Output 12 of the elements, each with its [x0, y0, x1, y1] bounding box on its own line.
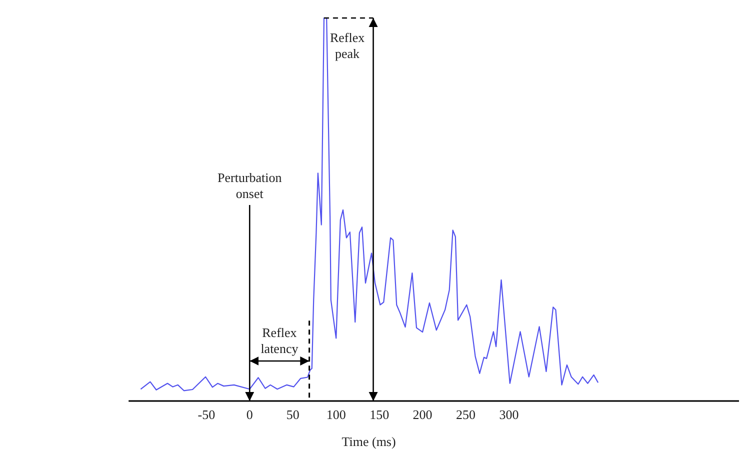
x-axis-title: Time (ms) — [342, 434, 396, 449]
x-tick-label: 250 — [456, 407, 476, 422]
x-tick-label: 100 — [326, 407, 346, 422]
x-tick-label: 50 — [286, 407, 300, 422]
x-tick-label: 300 — [499, 407, 519, 422]
ref-line-label: Perturbation onset — [218, 170, 282, 201]
x-tick-label: 150 — [370, 407, 390, 422]
x-tick-label: 200 — [412, 407, 432, 422]
x-tick-label: 0 — [246, 407, 253, 422]
ref-line-label: Reflex peak — [330, 30, 366, 61]
annotation: Reflex latency — [260, 325, 299, 356]
x-tick-label: -50 — [198, 407, 216, 422]
